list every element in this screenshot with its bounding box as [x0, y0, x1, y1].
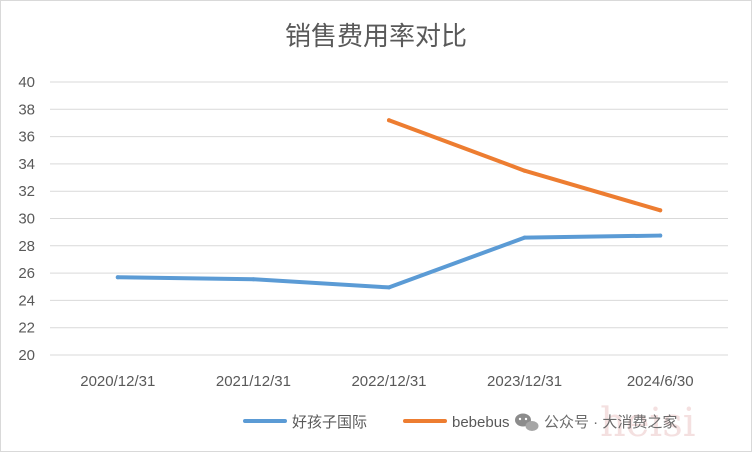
y-tick-label: 22: [18, 320, 35, 337]
wechat-icon: [515, 413, 539, 431]
watermark: heisi 公众号 · 大消费之家: [515, 400, 696, 446]
y-axis-ticks: 20 22 24 26 28 30 32 34 36 38 40: [18, 74, 35, 364]
series-lines: [115, 118, 663, 290]
series-line-1: [387, 118, 663, 213]
y-tick-label: 40: [18, 74, 35, 91]
y-tick-label: 28: [18, 238, 35, 255]
x-tick-label: 2023/12/31: [487, 373, 562, 390]
legend-label-0: 好孩子国际: [292, 414, 367, 431]
legend: 好孩子国际 bebebus: [243, 414, 510, 431]
watermark-faint-text: heisi: [600, 400, 696, 446]
data-point: [658, 208, 663, 213]
data-point: [387, 118, 391, 123]
series-line-0: [115, 233, 663, 290]
data-point: [522, 235, 527, 240]
data-point: [658, 233, 663, 238]
x-tick-label: 2022/12/31: [351, 373, 426, 390]
chart-title: 销售费用率对比: [285, 21, 467, 51]
x-tick-label: 2021/12/31: [216, 373, 291, 390]
data-point: [251, 277, 256, 282]
x-axis-ticks: 2020/12/31 2021/12/31 2022/12/31 2023/12/31…: [80, 373, 693, 390]
gridlines: [50, 81, 728, 356]
y-tick-label: 34: [18, 156, 35, 173]
y-tick-label: 24: [18, 292, 35, 309]
x-tick-label: 2020/12/31: [80, 373, 155, 390]
y-tick-label: 26: [18, 265, 35, 282]
y-tick-label: 36: [18, 129, 35, 146]
x-tick-label: 2024/6/30: [627, 373, 694, 390]
watermark-text: 公众号 · 大消费之家: [544, 414, 677, 431]
y-tick-label: 38: [18, 101, 35, 118]
y-tick-label: 30: [18, 211, 35, 228]
data-point: [387, 285, 391, 290]
y-tick-label: 32: [18, 183, 35, 200]
data-point: [115, 275, 120, 280]
data-point: [522, 168, 527, 173]
y-tick-label: 20: [18, 347, 35, 364]
legend-label-1: bebebus: [452, 414, 510, 431]
